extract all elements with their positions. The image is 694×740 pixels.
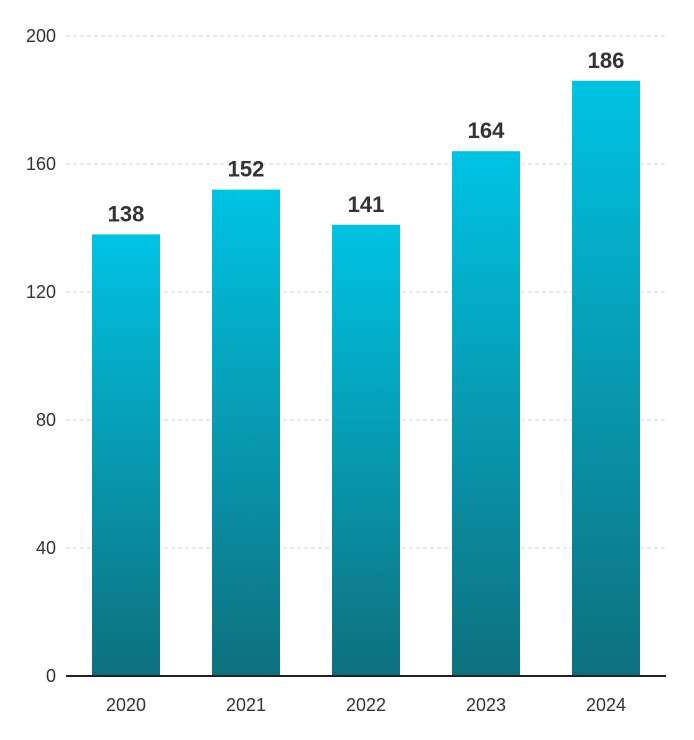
bar-2024 <box>572 80 640 677</box>
bar-2021 <box>212 189 280 676</box>
data-label-2020: 138 <box>108 201 145 226</box>
x-axis: 2020 2021 2022 2023 2024 <box>66 675 666 715</box>
bars <box>92 80 640 677</box>
x-tick-label-2024: 2024 <box>586 695 626 715</box>
bar-2020 <box>92 234 160 676</box>
y-tick-label: 200 <box>26 26 56 46</box>
data-label-2022: 141 <box>348 192 385 217</box>
data-labels: 138 152 141 164 186 <box>108 48 625 227</box>
bar-2022 <box>332 224 400 677</box>
data-label-2021: 152 <box>228 157 265 182</box>
data-label-2023: 164 <box>468 118 505 143</box>
y-tick-label: 80 <box>36 410 56 430</box>
y-axis: 0 40 80 120 160 200 <box>26 26 56 686</box>
data-label-2024: 186 <box>588 48 625 73</box>
x-tick-label-2020: 2020 <box>106 695 146 715</box>
x-tick-label-2022: 2022 <box>346 695 386 715</box>
gridlines <box>66 35 666 549</box>
y-tick-label: 40 <box>36 538 56 558</box>
y-tick-label: 0 <box>46 666 56 686</box>
x-tick-label-2023: 2023 <box>466 695 506 715</box>
y-tick-label: 160 <box>26 154 56 174</box>
y-tick-label: 120 <box>26 282 56 302</box>
x-tick-label-2021: 2021 <box>226 695 266 715</box>
bar-2023 <box>452 151 520 676</box>
